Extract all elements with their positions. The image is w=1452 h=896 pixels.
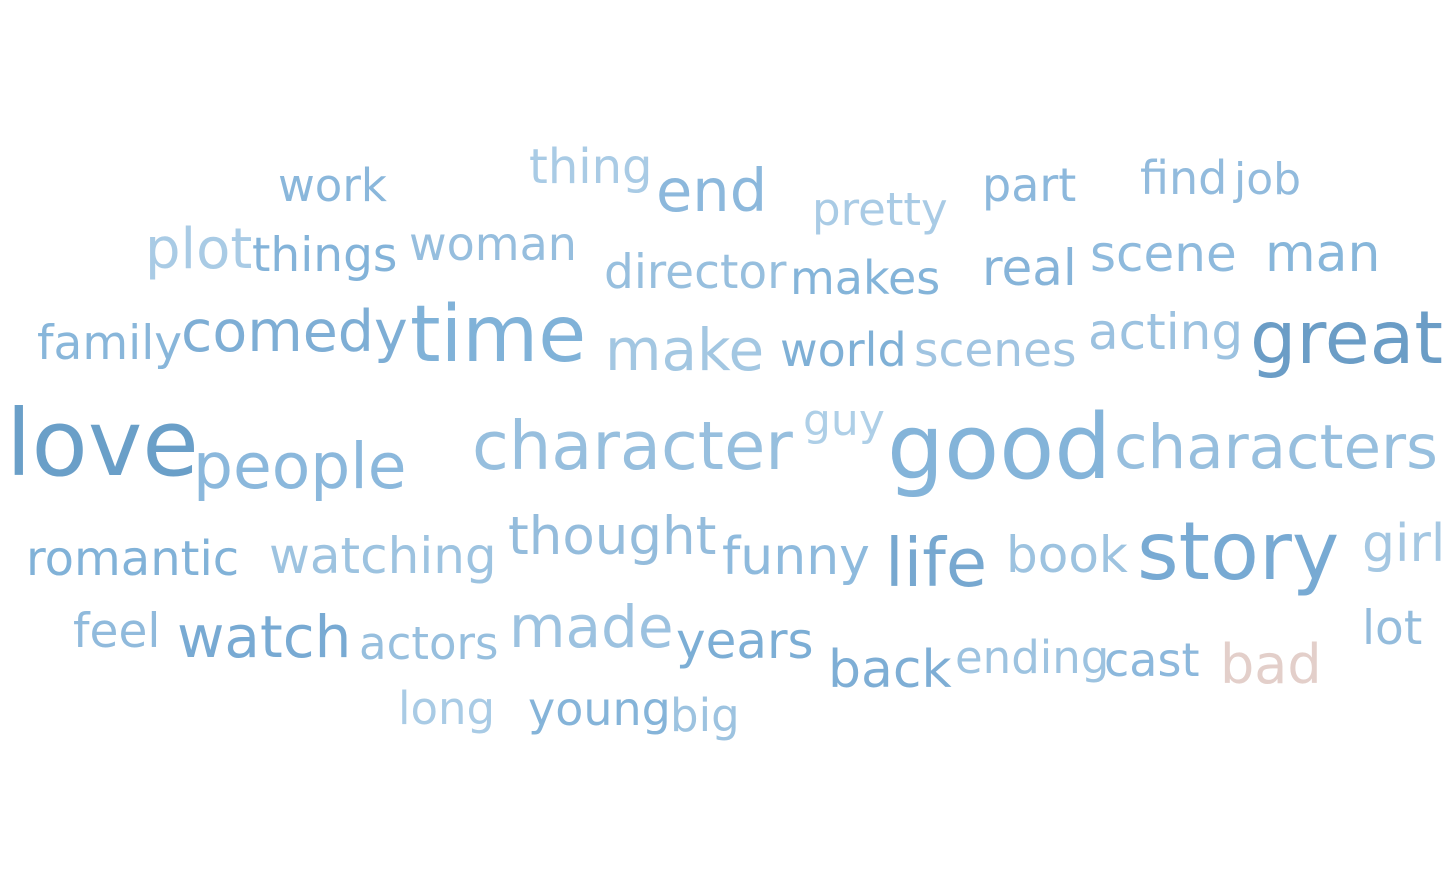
word-love: love [6, 390, 199, 497]
word-family: family [37, 316, 183, 371]
word-funny: funny [722, 527, 870, 587]
word-characters: characters [1114, 412, 1438, 483]
word-people: people [193, 430, 407, 503]
word-thing: thing [529, 139, 653, 195]
word-great: great [1250, 296, 1444, 381]
word-woman: woman [409, 217, 577, 271]
word-lot: lot [1362, 601, 1423, 656]
word-acting: acting [1088, 303, 1244, 361]
word-life: life [885, 524, 988, 602]
word-years: years [676, 612, 814, 670]
word-feel: feel [73, 604, 161, 659]
word-character: character [472, 407, 793, 485]
word-work: work [278, 159, 387, 212]
word-time: time [410, 290, 587, 380]
word-part: part [982, 158, 1077, 212]
word-made: made [509, 593, 674, 661]
word-actors: actors [359, 617, 499, 670]
word-scenes: scenes [914, 323, 1077, 378]
word-guy: guy [803, 395, 885, 446]
word-man: man [1265, 224, 1381, 284]
word-young: young [528, 682, 671, 736]
word-pretty: pretty [812, 183, 948, 236]
word-story: story [1137, 505, 1340, 598]
word-plot: plot [145, 217, 253, 282]
word-long: long [398, 682, 496, 735]
word-good: good [887, 395, 1112, 500]
word-director: director [604, 245, 787, 300]
word-comedy: comedy [181, 299, 408, 365]
word-things: things [252, 228, 398, 283]
word-watching: watching [269, 527, 497, 585]
word-book: book [1006, 526, 1128, 584]
word-girl: girl [1362, 514, 1446, 574]
word-job: job [1234, 154, 1302, 205]
word-cast: cast [1104, 633, 1200, 687]
word-make: make [605, 316, 765, 384]
word-back: back [828, 640, 952, 700]
word-makes: makes [790, 251, 941, 305]
word-bad: bad [1220, 633, 1322, 696]
word-world: world [780, 323, 907, 377]
word-find: find [1140, 151, 1228, 205]
word-thought: thought [508, 506, 717, 567]
word-big: big [670, 689, 740, 742]
word-romantic: romantic [26, 531, 240, 587]
word-real: real [982, 239, 1077, 297]
word-scene: scene [1090, 225, 1237, 283]
word-end: end [656, 156, 768, 225]
word-ending: ending [955, 631, 1110, 684]
word-watch: watch [177, 603, 352, 671]
